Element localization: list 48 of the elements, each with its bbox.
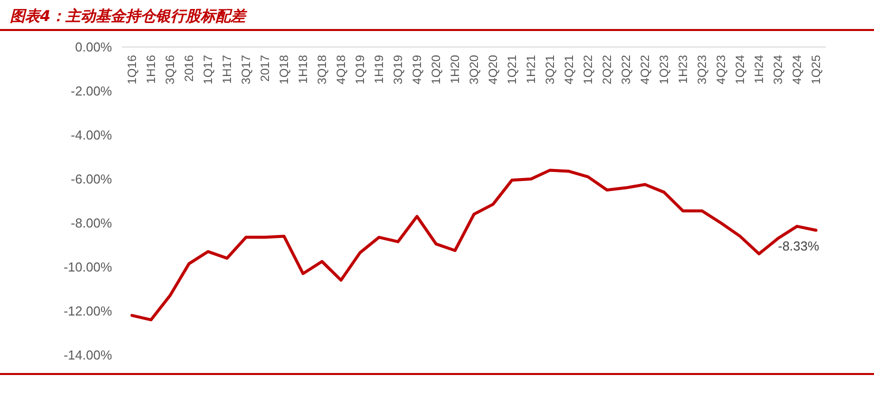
y-tick-label: -6.00% <box>70 172 112 187</box>
x-tick-label: 1Q18 <box>277 54 291 84</box>
x-tick-label: 1H24 <box>752 54 766 84</box>
chart-title: 图表4：主动基金持仓银行股标配差 <box>10 7 248 25</box>
x-tick-label: 4Q24 <box>790 54 804 84</box>
x-tick-label: 4Q20 <box>486 54 500 84</box>
x-tick-label: 1Q25 <box>809 54 823 84</box>
x-tick-label: 3Q24 <box>771 54 785 84</box>
y-tick-label: 0.00% <box>75 40 112 55</box>
y-tick-label: -12.00% <box>64 304 112 319</box>
x-tick-label: 1H19 <box>372 54 386 84</box>
x-tick-label: 2017 <box>258 54 272 82</box>
x-tick-label: 1Q16 <box>125 54 139 84</box>
x-tick-label: 3Q17 <box>239 54 253 84</box>
x-tick-label: 1H18 <box>296 54 310 84</box>
x-tick-label: 1H23 <box>676 54 690 84</box>
x-tick-label: 4Q18 <box>334 54 348 84</box>
x-tick-label: 3Q19 <box>391 54 405 84</box>
x-tick-label: 4Q21 <box>562 54 576 84</box>
x-tick-label: 3Q23 <box>695 54 709 84</box>
x-tick-label: 1Q20 <box>429 54 443 84</box>
x-tick-label: 1H17 <box>220 54 234 84</box>
data-label: -8.33% <box>778 238 820 254</box>
x-tick-label: 3Q21 <box>543 54 557 84</box>
y-tick-label: -4.00% <box>70 128 112 143</box>
x-tick-label: 4Q23 <box>714 54 728 84</box>
x-tick-label: 1Q17 <box>201 54 215 84</box>
x-tick-label: 2Q22 <box>600 54 614 84</box>
x-tick-label: 1Q21 <box>505 54 519 84</box>
y-tick-label: -14.00% <box>64 348 112 363</box>
x-tick-label: 2016 <box>182 54 196 82</box>
x-tick-label: 3Q22 <box>619 54 633 84</box>
x-tick-label: 1Q24 <box>733 54 747 84</box>
x-tick-label: 1H21 <box>524 54 538 84</box>
x-tick-label: 3Q20 <box>467 54 481 84</box>
x-tick-label: 4Q19 <box>410 54 424 84</box>
x-tick-label: 1Q23 <box>657 54 671 84</box>
y-tick-label: -2.00% <box>70 84 112 99</box>
x-tick-label: 4Q22 <box>638 54 652 84</box>
x-tick-label: 1Q22 <box>581 54 595 84</box>
x-tick-label: 3Q18 <box>315 54 329 84</box>
y-tick-label: -10.00% <box>64 260 112 275</box>
x-tick-label: 1H20 <box>448 54 462 84</box>
x-tick-label: 1H16 <box>144 54 158 84</box>
line-series <box>130 168 818 322</box>
x-tick-label: 3Q16 <box>163 54 177 84</box>
x-tick-label: 1Q19 <box>353 54 367 84</box>
y-tick-label: -8.00% <box>70 216 112 231</box>
